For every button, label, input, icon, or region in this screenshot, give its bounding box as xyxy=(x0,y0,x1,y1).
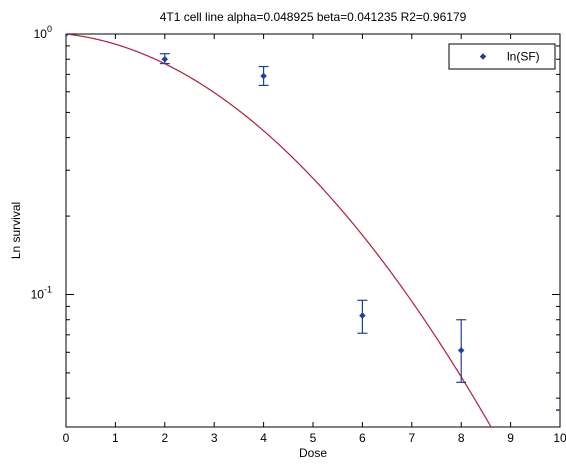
chart-title: 4T1 cell line alpha=0.048925 beta=0.0412… xyxy=(160,10,467,24)
legend-marker-shape xyxy=(479,53,487,60)
axis-ticks xyxy=(65,33,561,427)
y-tick-label: 100 xyxy=(34,24,52,41)
x-tick-labels: 0 1 2 3 4 5 6 7 8 9 10 xyxy=(63,431,566,445)
plot-content xyxy=(66,34,560,427)
fit-curve xyxy=(66,34,492,427)
x-tick-label: 10 xyxy=(553,431,566,445)
x-axis-title: Dose xyxy=(299,446,327,460)
y-tick-labels: 100 10-1 xyxy=(31,24,52,301)
y-tick-label: 10-1 xyxy=(31,284,52,301)
x-tick-label: 4 xyxy=(260,431,267,445)
x-tick-label: 2 xyxy=(161,431,168,445)
x-tick-label: 8 xyxy=(458,431,465,445)
data-point xyxy=(359,312,366,319)
x-tick-label: 1 xyxy=(112,431,119,445)
x-tick-label: 3 xyxy=(211,431,218,445)
legend-label: ln(SF) xyxy=(507,50,540,64)
plot-area xyxy=(65,33,561,428)
y-axis-title: Ln survival xyxy=(9,202,23,259)
x-tick-label: 9 xyxy=(507,431,514,445)
legend: ln(SF) xyxy=(448,43,556,70)
x-tick-label: 7 xyxy=(408,431,415,445)
legend-marker xyxy=(479,53,487,60)
data-point xyxy=(260,72,267,80)
x-tick-label: 6 xyxy=(359,431,366,445)
x-tick-label: 5 xyxy=(310,431,317,445)
legend-box xyxy=(448,43,556,70)
data-point xyxy=(161,55,169,63)
x-tick-label: 0 xyxy=(63,431,70,445)
data-point xyxy=(66,34,70,38)
data-points xyxy=(66,34,560,411)
data-point xyxy=(457,347,465,354)
